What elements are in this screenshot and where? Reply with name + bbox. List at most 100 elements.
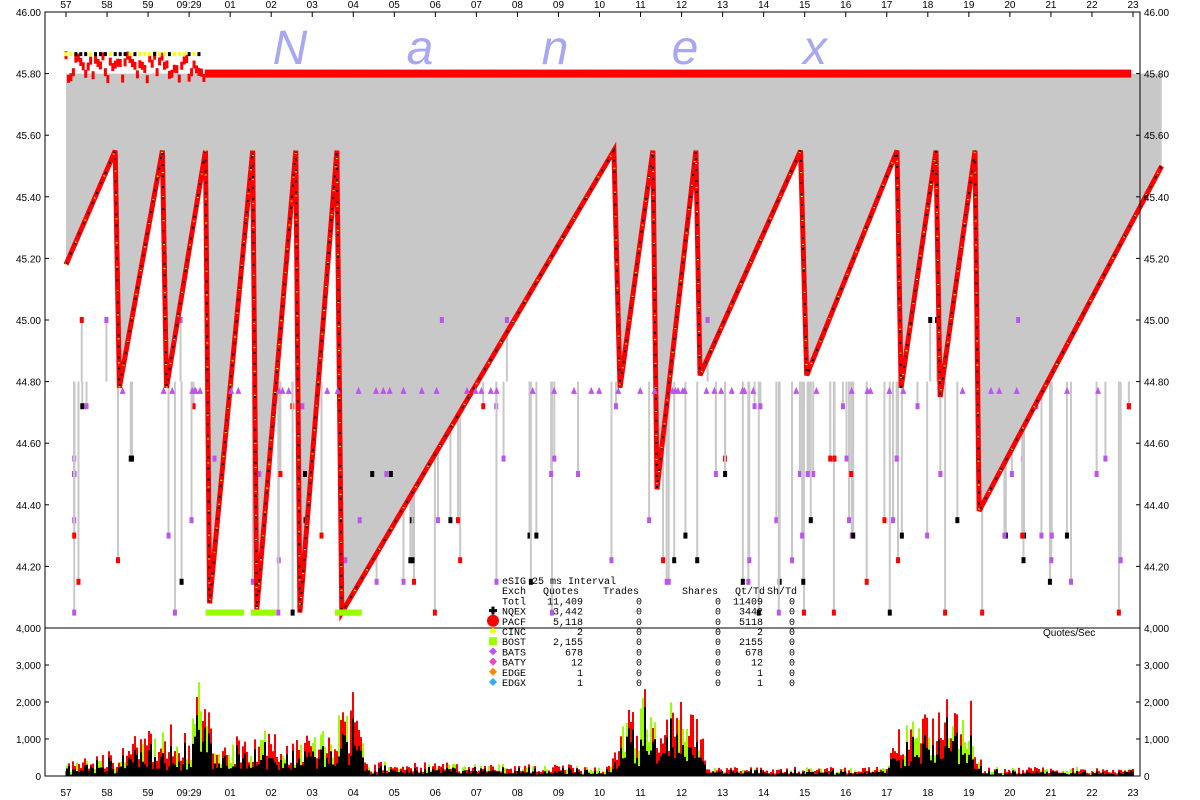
volume-bar-nqex bbox=[786, 770, 788, 776]
ask-quote-mark bbox=[465, 69, 469, 78]
volume-bar bbox=[604, 771, 606, 776]
ask-quote-mark bbox=[421, 69, 425, 78]
volume-bar-nqex bbox=[364, 770, 366, 776]
ask-quote-mark bbox=[1044, 69, 1048, 78]
volume-bar bbox=[622, 726, 624, 776]
ask-quote-mark bbox=[620, 69, 624, 78]
ask-quote-mark bbox=[325, 69, 329, 78]
bid-quote-mark bbox=[851, 532, 856, 539]
volume-tick-label-left: 2,000 bbox=[16, 698, 41, 709]
ask-quote-mark bbox=[749, 69, 753, 78]
ask-quote-mark bbox=[603, 69, 607, 78]
volume-bar bbox=[702, 738, 704, 776]
bats-bid-marker bbox=[285, 386, 292, 394]
volume-bar-nqex bbox=[208, 733, 210, 776]
bats-bid-marker bbox=[487, 386, 494, 394]
x-tick-label-top: 09:29 bbox=[177, 0, 202, 11]
volume-bar-nqex bbox=[252, 767, 254, 776]
volume-bar-nqex bbox=[1012, 770, 1014, 776]
ask-quote-mark bbox=[586, 69, 590, 78]
ask-quote-mark bbox=[830, 69, 834, 78]
ask-quote-mark bbox=[1014, 69, 1018, 78]
volume-bar-nqex bbox=[764, 773, 766, 776]
volume-bar-nqex bbox=[558, 771, 560, 776]
ask-quote-mark bbox=[953, 69, 957, 78]
ask-quote-mark bbox=[847, 69, 851, 78]
ask-quote-mark bbox=[460, 69, 464, 78]
ask-quote-mark bbox=[116, 58, 120, 67]
ask-quote-mark bbox=[717, 69, 721, 78]
ask-quote-mark bbox=[345, 69, 349, 78]
volume-bar-nqex bbox=[84, 765, 86, 776]
volume-bar-nqex bbox=[1122, 774, 1124, 776]
ask-quote-mark bbox=[827, 69, 831, 78]
volume-bar-nqex bbox=[270, 758, 272, 776]
ask-quote-mark bbox=[859, 69, 863, 78]
ask-quote-mark bbox=[96, 58, 100, 67]
volume-bar-nqex bbox=[618, 765, 620, 776]
ask-quote-mark bbox=[633, 69, 637, 78]
volume-bar-nqex bbox=[442, 768, 444, 776]
bid-quote-mark bbox=[212, 455, 217, 462]
volume-bar-nqex bbox=[582, 774, 584, 776]
volume-bar bbox=[144, 738, 146, 776]
volume-bar bbox=[504, 768, 506, 776]
ask-quote-mark bbox=[323, 69, 327, 78]
volume-bar-nqex bbox=[726, 772, 728, 776]
volume-bar-nqex bbox=[532, 771, 534, 776]
ask-quote-mark bbox=[426, 69, 430, 78]
ask-quote-mark bbox=[687, 69, 691, 78]
volume-bar bbox=[942, 739, 944, 776]
ask-quote-mark bbox=[308, 69, 312, 78]
ask-quote-mark-alt bbox=[123, 52, 127, 57]
volume-bar-nqex bbox=[1030, 773, 1032, 776]
volume-bar-nqex bbox=[404, 773, 406, 776]
volume-bar-nqex bbox=[1026, 771, 1028, 776]
ask-quote-mark bbox=[404, 69, 408, 78]
ask-quote-mark-alt bbox=[133, 52, 137, 57]
ask-quote-mark bbox=[391, 69, 395, 78]
ask-quote-mark bbox=[399, 69, 403, 78]
ask-quote-mark bbox=[943, 69, 947, 78]
volume-bar-nqex bbox=[656, 763, 658, 776]
ask-quote-mark bbox=[795, 69, 799, 78]
volume-bar-nqex bbox=[704, 764, 706, 776]
volume-bar-nqex bbox=[332, 764, 334, 776]
volume-bar bbox=[228, 754, 230, 776]
legend-cell: 12 bbox=[571, 659, 583, 670]
volume-bar-nqex bbox=[584, 770, 586, 776]
volume-bar bbox=[554, 764, 556, 776]
legend-cell: 0 bbox=[715, 679, 721, 690]
ask-quote-mark bbox=[207, 69, 211, 78]
ask-quote-mark bbox=[896, 69, 900, 78]
volume-bar-nqex bbox=[514, 771, 516, 776]
bats-bid-marker bbox=[478, 386, 485, 394]
volume-bar bbox=[830, 767, 832, 776]
bats-bid-marker bbox=[615, 386, 622, 394]
volume-bar bbox=[714, 768, 716, 776]
ask-quote-mark bbox=[1042, 69, 1046, 78]
volume-bar-nqex bbox=[520, 773, 522, 776]
volume-bar-nqex bbox=[120, 766, 122, 776]
ask-quote-mark bbox=[283, 69, 287, 78]
volume-bar bbox=[692, 714, 694, 776]
volume-bar-nqex bbox=[772, 773, 774, 776]
volume-bar-nqex bbox=[754, 770, 756, 776]
ask-quote-mark bbox=[224, 69, 228, 78]
legend-cell: 2155 bbox=[739, 638, 763, 649]
volume-bar-nqex bbox=[354, 745, 356, 776]
bid-quote-mark bbox=[172, 609, 177, 616]
volume-bar-nqex bbox=[566, 773, 568, 776]
ask-quote-mark bbox=[837, 69, 841, 78]
volume-bar bbox=[672, 712, 674, 776]
x-tick-label-bottom: 11 bbox=[635, 788, 646, 799]
volume-bar-nqex bbox=[262, 754, 264, 776]
volume-bar bbox=[306, 735, 308, 776]
ask-quote-mark bbox=[662, 69, 666, 78]
volume-bar bbox=[884, 769, 886, 776]
ask-quote-mark bbox=[785, 69, 789, 78]
bid-quote-mark bbox=[303, 471, 308, 477]
volume-bar-nqex bbox=[1120, 773, 1122, 776]
ask-quote-mark bbox=[315, 69, 319, 78]
volume-bar-nqex bbox=[670, 718, 672, 776]
